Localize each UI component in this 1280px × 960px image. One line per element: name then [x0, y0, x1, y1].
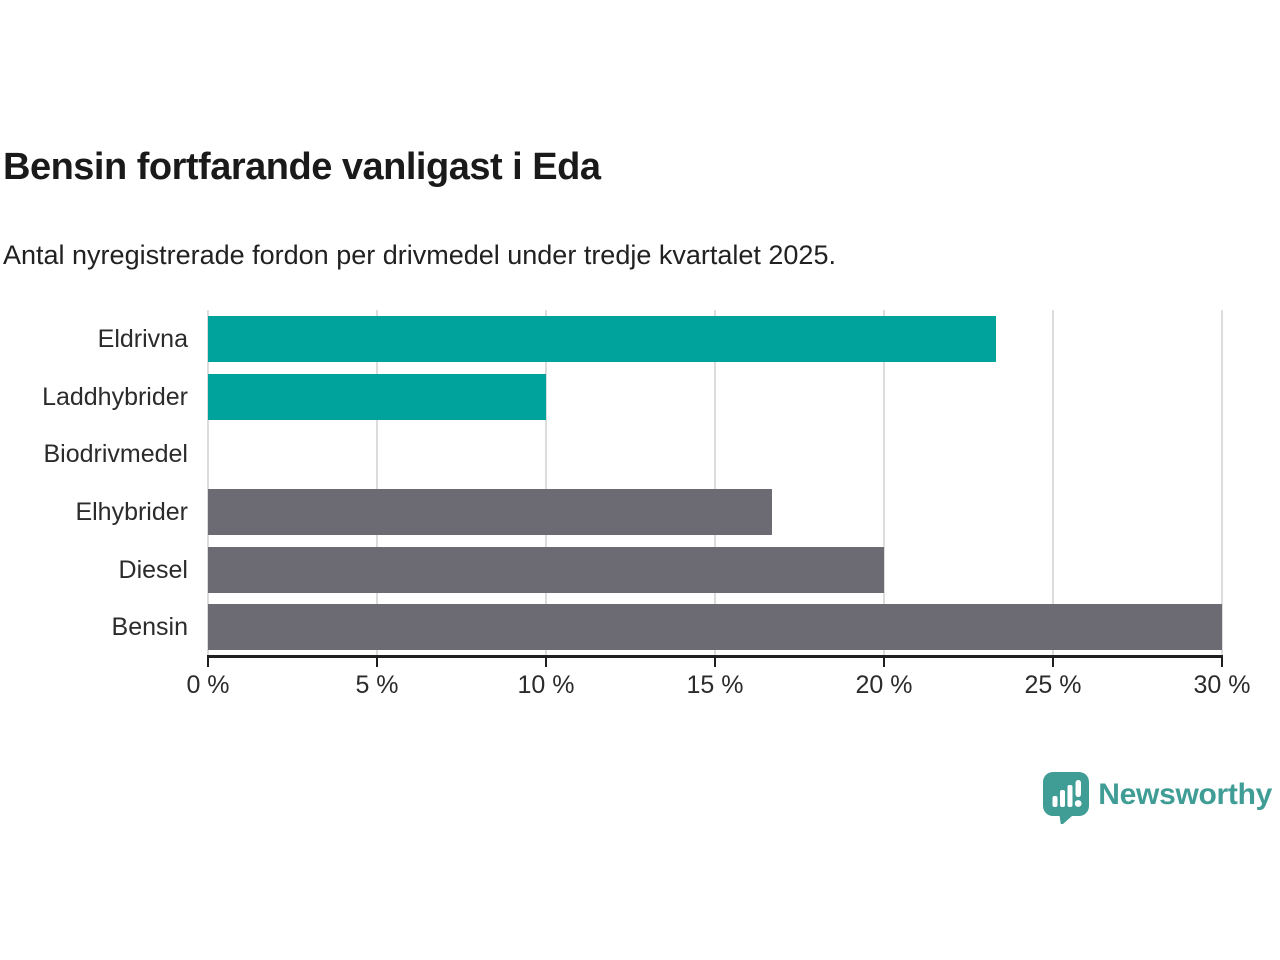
x-axis-tick-label: 0 % — [186, 671, 230, 699]
gridline — [207, 310, 209, 656]
category-label-biodrivmedel: Biodrivmedel — [43, 440, 188, 469]
category-label-eldrivna: Eldrivna — [97, 324, 188, 353]
x-axis-tick — [207, 658, 209, 667]
bar-bensin — [208, 604, 1222, 651]
newsworthy-logo-icon — [1043, 772, 1090, 824]
gridline — [714, 310, 716, 656]
bar-elhybrider — [208, 488, 773, 535]
x-axis-tick — [376, 658, 378, 667]
x-axis-tick — [714, 658, 716, 667]
bar-eldrivna — [208, 315, 996, 362]
category-label-elhybrider: Elhybrider — [75, 497, 188, 526]
newsworthy-logo-text: Newsworthy — [1098, 778, 1272, 811]
category-label-laddhybrider: Laddhybrider — [42, 382, 188, 411]
chart-title: Bensin fortfarande vanligast i Eda — [3, 146, 601, 188]
gridline — [376, 310, 378, 656]
x-axis-tick — [545, 658, 547, 667]
x-axis-tick-label: 30 % — [1193, 671, 1251, 699]
category-label-bensin: Bensin — [111, 613, 188, 642]
newsworthy-logo: Newsworthy — [1043, 772, 1272, 824]
x-axis-tick-label: 15 % — [686, 671, 744, 699]
x-axis-line — [207, 655, 1223, 658]
gridline — [883, 310, 885, 656]
x-axis-tick — [883, 658, 885, 667]
x-axis-tick — [1221, 658, 1223, 667]
x-axis-tick — [1052, 658, 1054, 667]
x-axis-tick-label: 20 % — [855, 671, 913, 699]
bar-diesel — [208, 546, 884, 593]
plot-area — [207, 310, 1223, 656]
category-label-diesel: Diesel — [118, 555, 188, 584]
x-axis-tick-label: 25 % — [1024, 671, 1082, 699]
x-axis-tick-label: 5 % — [355, 671, 399, 699]
bar-laddhybrider — [208, 373, 546, 420]
chart-subtitle: Antal nyregistrerade fordon per drivmede… — [3, 240, 836, 270]
gridline — [1221, 310, 1223, 656]
gridline — [1052, 310, 1054, 656]
gridline — [545, 310, 547, 656]
x-axis-tick-label: 10 % — [517, 671, 575, 699]
